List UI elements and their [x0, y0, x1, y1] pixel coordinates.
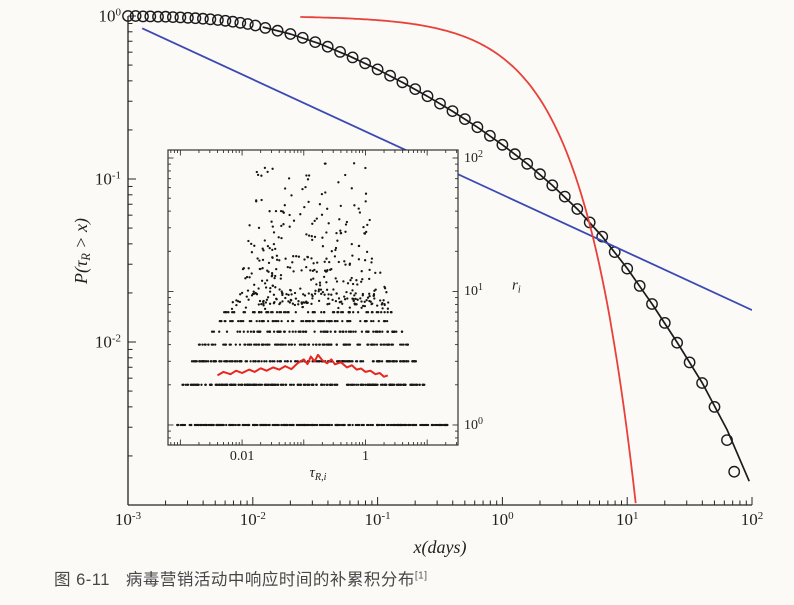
exponential-series [300, 16, 637, 504]
data-point [534, 168, 546, 181]
data-point [284, 28, 297, 40]
data-point [334, 46, 346, 58]
main-axes [127, 16, 752, 506]
data-point [166, 11, 179, 24]
data-point [708, 400, 721, 413]
data-point [234, 16, 247, 29]
data-point [384, 69, 396, 82]
main-ticks [127, 15, 753, 506]
data-point [321, 40, 334, 53]
data-point [646, 298, 658, 310]
data-point [496, 138, 509, 151]
data-point [696, 377, 708, 389]
data-point [346, 51, 359, 64]
data-point [196, 12, 209, 25]
data-point [249, 19, 262, 32]
data-point [671, 336, 683, 349]
data-point [521, 157, 534, 170]
data-point [159, 10, 172, 23]
inset-plot [167, 149, 459, 446]
data-point [204, 13, 217, 26]
data-point [446, 105, 459, 118]
data-point [211, 14, 224, 26]
data-point [271, 24, 284, 37]
inset-ticks [168, 150, 458, 445]
data-point [371, 63, 384, 76]
data-point [409, 83, 422, 96]
data-point [434, 97, 446, 110]
data-point [483, 129, 496, 142]
data-point [129, 10, 142, 22]
figure-caption: 图 6-11 病毒营销活动中响应时间的补累积分布[1] [54, 566, 428, 590]
data-point [226, 15, 239, 28]
inset-average-line [216, 353, 389, 378]
data-point [181, 11, 194, 24]
data-point [144, 10, 157, 23]
data-point [458, 113, 471, 126]
data-point [309, 36, 322, 48]
data-point [728, 465, 741, 478]
data-point [241, 18, 254, 30]
empirical-ccdf-series [122, 10, 741, 478]
figure-number: 图 6-11 [54, 571, 110, 589]
data-point [219, 14, 232, 27]
data-point [359, 57, 371, 70]
data-point [189, 12, 202, 25]
lognormal-fit-series [262, 26, 750, 482]
data-point [122, 10, 134, 22]
data-point [421, 90, 434, 103]
data-point [259, 22, 272, 34]
data-point [396, 76, 409, 89]
data-point [558, 190, 571, 203]
data-point [546, 179, 559, 192]
data-point [137, 10, 149, 23]
data-point [658, 316, 671, 329]
data-point [174, 11, 187, 24]
data-point [571, 203, 584, 215]
data-point [621, 262, 634, 275]
data-point [152, 10, 164, 23]
data-point [683, 356, 696, 369]
data-point [471, 121, 484, 134]
data-point [296, 31, 309, 44]
caption-text: 病毒营销活动中响应时间的补累积分布 [125, 571, 415, 589]
data-point [509, 148, 521, 161]
data-point [633, 279, 646, 292]
caption-reference: [1] [414, 570, 428, 582]
